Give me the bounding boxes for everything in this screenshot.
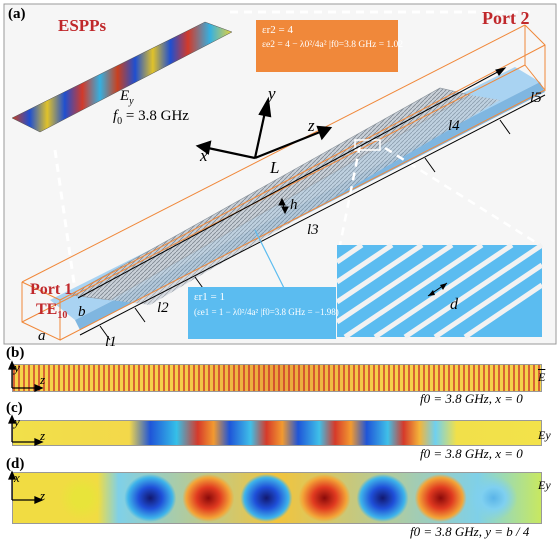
orange-eq-line2: εe2 = 4 − λ0²/4a² |f0=3.8 GHz = 1.02 xyxy=(262,40,404,50)
port2-label: Port 2 xyxy=(482,8,530,28)
length-label-L: L xyxy=(270,158,280,177)
inset-field-name: Ey xyxy=(120,88,134,107)
dim-l4: l4 xyxy=(448,118,460,134)
dimension-lines xyxy=(77,67,546,341)
panel-d-field: Ey xyxy=(538,478,551,492)
axis-label-x: x xyxy=(200,146,208,165)
panel-b-axis-h: z xyxy=(40,372,46,387)
dim-l2: l2 xyxy=(157,300,169,316)
waveguide-outline xyxy=(21,24,546,341)
panel-d-strip xyxy=(12,472,542,524)
panel-d-axis-h: z xyxy=(40,488,46,503)
panel-c-axis-v: y xyxy=(14,414,20,429)
dim-l3: l3 xyxy=(307,222,319,238)
panel-d-caption: f0 = 3.8 GHz, y = b / 4 xyxy=(410,524,530,539)
dim-d: d xyxy=(450,296,458,313)
panel-c-field: Ey xyxy=(538,428,551,442)
inset-frequency: f0 = 3.8 GHz xyxy=(113,108,189,127)
orange-equation-box: εr2 = 4 εe2 = 4 − λ0²/4a² |f0=3.8 GHz = … xyxy=(256,20,404,72)
metal-strip-zoom-inset xyxy=(335,242,544,340)
port1-label: Port 1 xyxy=(30,281,73,298)
panel-c-label: (c) xyxy=(6,400,23,416)
panel-a-label: (a) xyxy=(8,6,26,22)
axis-label-y: y xyxy=(268,84,276,103)
panel-b-label: (b) xyxy=(6,345,25,361)
blue-eq-line2: (εe1 = 1 − λ0²/4a² |f0=3.8 GHz = −1.98) xyxy=(194,307,339,317)
dim-h: h xyxy=(290,197,298,213)
orange-eq-line1: εr2 = 4 xyxy=(262,24,293,36)
dim-a: a xyxy=(38,328,46,344)
panel-b-caption: f0 = 3.8 GHz, x = 0 xyxy=(420,391,523,406)
mode-label: TE10 xyxy=(36,301,68,322)
dim-b: b xyxy=(78,304,86,320)
panel-b-strip xyxy=(12,364,542,392)
espps-field-strip xyxy=(11,21,233,133)
dim-l5: l5 xyxy=(530,90,542,106)
panel-b-field: E xyxy=(538,370,546,384)
panel-c-caption: f0 = 3.8 GHz, x = 0 xyxy=(420,446,523,461)
panel-c-strip xyxy=(12,420,542,446)
panel-a: (a) ESPPs Port 2 Port 1 TE10 Ey f0 = 3.8… xyxy=(3,3,557,350)
espps-label: ESPPs xyxy=(58,16,107,35)
panel-c-axis-h: z xyxy=(40,428,46,443)
blue-eq-line1: εr1 = 1 xyxy=(194,291,225,303)
coordinate-axes xyxy=(195,96,333,160)
panel-d-label: (d) xyxy=(6,456,25,472)
panel-d-axis-v: x xyxy=(14,470,20,485)
panel-b-axis-v: y xyxy=(14,360,20,375)
dim-l1: l1 xyxy=(105,334,117,350)
blue-equation-box: εr1 = 1 (εe1 = 1 − λ0²/4a² |f0=3.8 GHz =… xyxy=(188,287,339,339)
axis-label-z: z xyxy=(308,116,315,135)
